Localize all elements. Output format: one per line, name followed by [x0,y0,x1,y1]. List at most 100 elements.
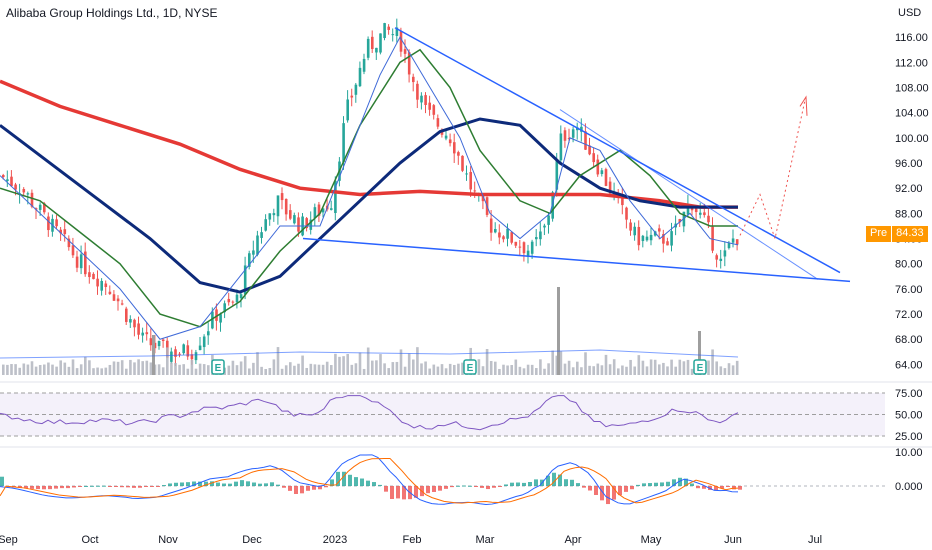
candle-body [219,314,222,323]
macd-hist-bar [30,486,34,489]
candle-body [125,308,128,322]
candle-body [96,278,99,287]
candle-body [276,195,280,217]
macd-hist-bar [564,479,568,486]
volume-bar [551,350,554,375]
candle-body [198,345,202,351]
macd-hist-bar [174,482,178,486]
candle-body [239,294,243,299]
macd-hist-bar [588,486,592,491]
volume-bar [407,353,411,375]
macd-hist-bar [624,486,628,492]
macd-hist-bar [114,486,118,487]
macd-hist-bar [0,476,4,486]
volume-spike [152,335,155,375]
candle-body [629,222,632,231]
macd-hist-bar [72,486,76,488]
volume-bar [120,360,124,375]
volume-bar [518,366,522,375]
time-axis-label: Apr [564,534,581,546]
candle-body [256,235,259,255]
volume-bar [436,366,440,375]
candle-body [621,195,624,206]
volume-bar [481,366,485,375]
volume-bar [719,366,723,375]
candle-body [43,203,46,213]
volume-bar [157,364,161,375]
candle-body [608,181,612,194]
volume-bar [453,364,456,375]
macd-hist-bar [516,482,520,486]
candle-body [514,241,518,246]
earnings-marker-box [463,359,477,375]
candle-body [362,58,366,72]
macd-hist-bar [576,483,580,486]
candle-body [366,38,370,58]
volume-bar [256,352,259,375]
candle-body [658,228,661,232]
candle-body [633,226,636,236]
volume-bar [141,361,144,375]
volume-bar [366,347,370,375]
candle-body [235,294,239,303]
candle-body [424,95,427,105]
volume-bar [428,368,431,375]
candle-body [518,246,522,248]
volume-bar [145,360,149,375]
rsi-axis-tick: 25.00 [895,431,923,443]
volume-bar [309,363,313,375]
macd-hist-bar [84,485,88,487]
volume-bar [735,360,739,375]
volume-bar [63,362,67,375]
volume-bar [2,364,5,375]
candle-body [723,250,727,257]
volume-bar [477,359,481,375]
candle-body [104,283,108,288]
macd-hist-bar [678,477,682,486]
macd-hist-bar [324,486,328,488]
volume-bar [432,364,436,375]
volume-bar [662,362,665,375]
volume-bar [178,364,181,375]
volume-bar [280,368,284,375]
volume-bar [174,363,177,375]
candle-body [330,208,333,210]
time-axis-label: Feb [403,534,422,546]
price-axis-tick: 76.00 [895,284,923,296]
chart-title: Alibaba Group Holdings Ltd., 1D, NYSE [6,6,218,20]
volume-bar [686,359,690,375]
volume-bar [186,368,190,375]
candle-body [539,231,542,240]
volume-bar [317,364,321,375]
candle-body [227,298,231,303]
volume-bar [75,368,79,375]
macd-hist-bar [162,485,166,487]
candle-body [120,303,124,305]
macd-hist-bar [54,486,58,489]
candle-body [379,33,382,53]
volume-bar [34,366,38,375]
earnings-marker: E [693,359,707,375]
volume-bar [424,361,427,375]
macd-hist-bar [510,482,514,486]
earnings-marker-letter: E [215,363,222,374]
volume-bar [727,363,731,375]
macd-hist-bar [552,472,556,486]
candle-body [293,215,296,224]
volume-bar [264,368,267,375]
volume-bar [494,361,497,375]
candle-body [469,171,472,190]
macd-hist-bar [144,486,148,487]
price-axis-tick: 112.00 [895,57,928,69]
volume-bar [276,347,280,375]
candle-body [297,217,300,232]
volume-bar [526,364,530,375]
candle-body [137,323,140,335]
candle-body [547,215,550,225]
volume-bar [194,368,198,375]
candle-body [412,76,415,83]
volume-bar [678,359,682,375]
volume-bar [395,361,399,375]
